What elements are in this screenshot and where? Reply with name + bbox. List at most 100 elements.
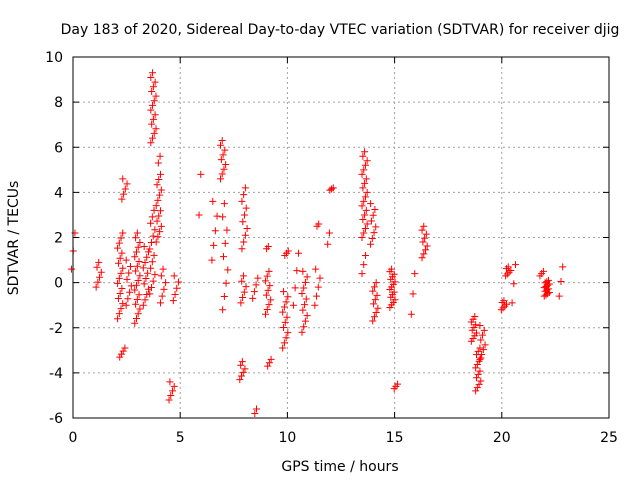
data-point [147, 264, 155, 272]
data-point [253, 405, 261, 413]
data-point [156, 299, 164, 307]
data-point [240, 288, 248, 296]
data-point [157, 272, 165, 280]
data-point [136, 238, 144, 246]
data-point [147, 283, 155, 291]
y-axis-label: SDTVAR / TECUs [6, 181, 22, 296]
data-point [507, 266, 515, 274]
data-point [421, 234, 429, 242]
data-point [475, 380, 483, 388]
data-point [367, 200, 375, 208]
data-point [316, 274, 324, 282]
data-point [545, 276, 553, 284]
data-point [283, 313, 291, 321]
data-point [503, 300, 511, 308]
data-point [361, 148, 369, 156]
data-point [361, 252, 369, 260]
data-point [213, 212, 221, 220]
data-point [153, 217, 161, 225]
data-point [220, 253, 228, 261]
data-point [369, 287, 377, 295]
data-point [301, 301, 309, 309]
data-point [116, 353, 124, 361]
data-point [140, 280, 148, 288]
data-point [250, 288, 258, 296]
data-point [154, 159, 162, 167]
data-point [131, 319, 139, 327]
data-point [132, 248, 140, 256]
data-point [358, 234, 366, 241]
data-points [67, 69, 567, 417]
data-point [472, 321, 480, 329]
data-point [311, 301, 319, 309]
data-point [267, 355, 275, 363]
data-point [473, 384, 481, 392]
data-point [361, 224, 369, 232]
data-point [279, 308, 287, 316]
data-point [238, 245, 246, 253]
data-point [262, 277, 270, 285]
data-point [157, 186, 165, 194]
data-point [241, 231, 249, 239]
data-point [221, 146, 229, 154]
data-point [362, 206, 370, 214]
data-point [371, 205, 379, 213]
data-point [476, 321, 484, 329]
data-point [119, 347, 127, 355]
data-point [559, 263, 567, 271]
data-point [171, 290, 179, 298]
data-point [132, 314, 140, 322]
data-point [144, 248, 152, 256]
data-point [360, 261, 368, 269]
data-point [239, 368, 247, 376]
data-point [93, 263, 101, 271]
data-point [121, 185, 129, 193]
data-point [411, 270, 419, 278]
data-point [284, 293, 292, 301]
data-point [359, 152, 367, 160]
data-point [409, 290, 417, 298]
data-point [119, 264, 127, 272]
data-point [149, 83, 157, 91]
data-point [373, 291, 381, 299]
data-point [472, 387, 480, 395]
data-point [237, 361, 245, 369]
data-point [265, 359, 273, 367]
y-tick-label: 0 [54, 276, 63, 292]
data-point [144, 269, 152, 277]
data-point [134, 310, 142, 318]
data-point [298, 328, 306, 336]
data-point [151, 226, 159, 234]
data-point [280, 303, 288, 311]
data-point [197, 170, 205, 178]
data-point [359, 215, 367, 223]
data-point [139, 301, 147, 309]
data-point [119, 300, 127, 308]
data-point [149, 115, 157, 123]
y-tick-label: 8 [54, 95, 63, 111]
x-tick-label: 0 [69, 430, 78, 446]
data-point [242, 283, 250, 291]
data-point [170, 382, 178, 390]
data-point [141, 296, 149, 304]
data-point [476, 367, 484, 375]
data-point [150, 206, 158, 214]
data-point [115, 239, 123, 247]
data-point [473, 361, 481, 369]
x-tick-label: 10 [278, 430, 296, 446]
data-point [263, 272, 271, 280]
data-point [293, 267, 301, 275]
data-point [143, 291, 151, 299]
data-point [241, 184, 249, 192]
data-point [284, 247, 292, 255]
data-point [170, 272, 178, 280]
data-point [144, 285, 152, 293]
data-point [370, 229, 378, 237]
data-point [478, 351, 486, 359]
data-point [372, 223, 380, 231]
data-point [222, 279, 230, 287]
data-point [239, 272, 247, 280]
data-point [136, 272, 144, 280]
data-point [134, 276, 142, 284]
